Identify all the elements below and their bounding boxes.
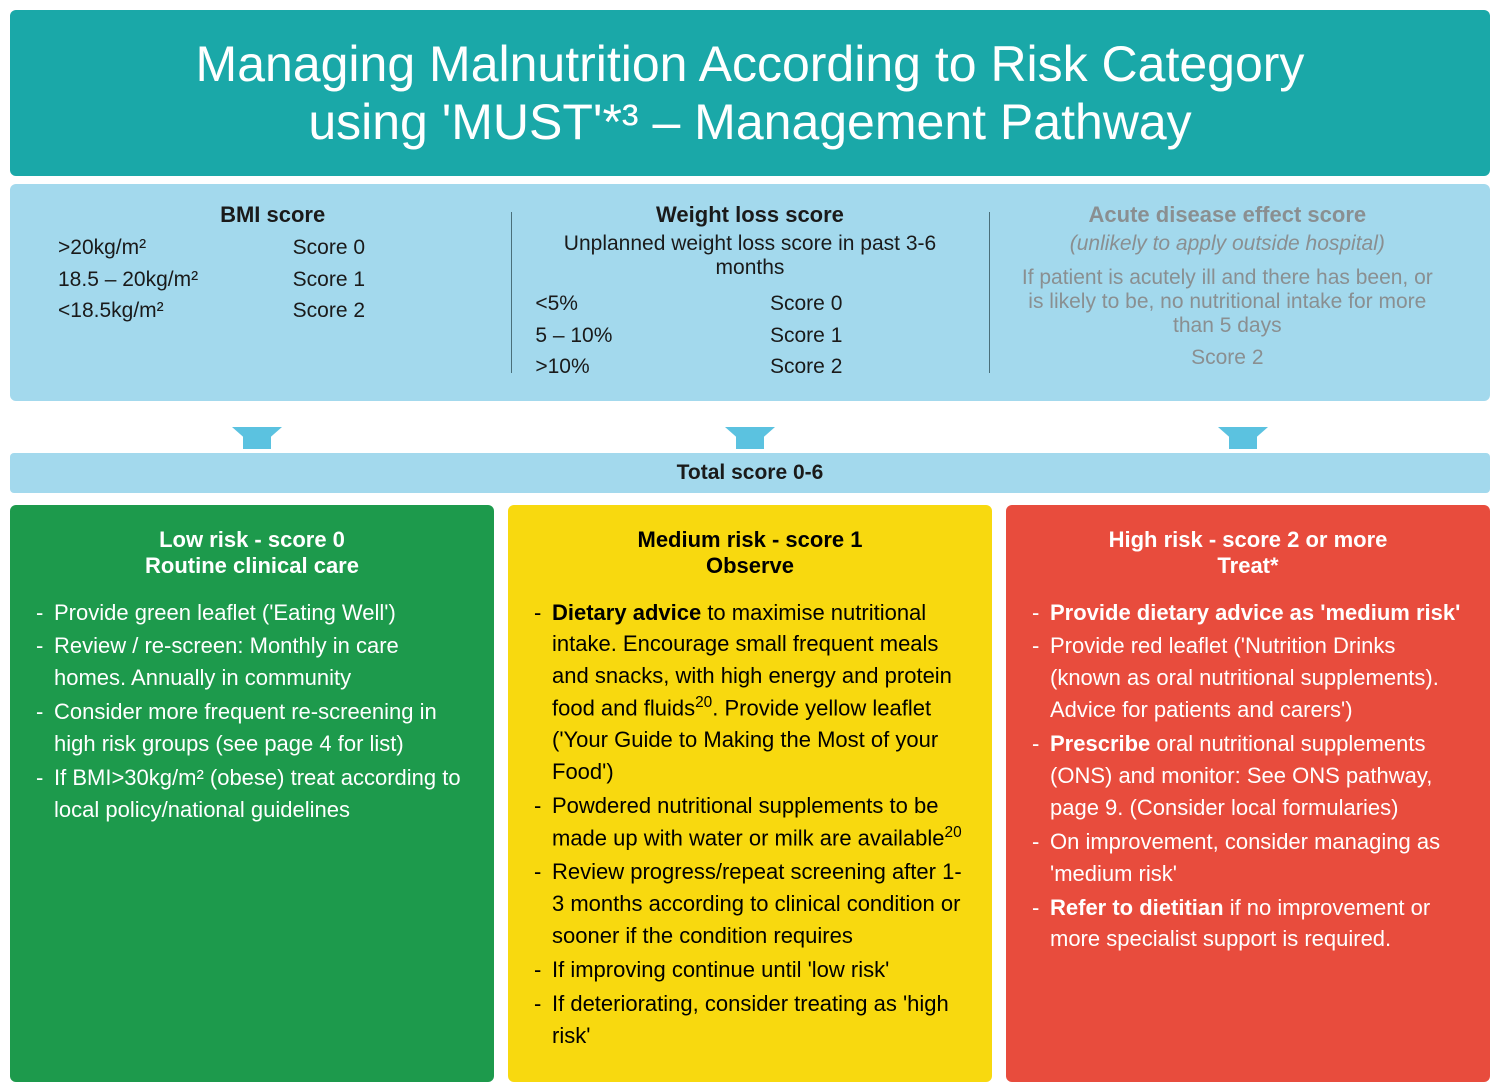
bmi-score-panel: BMI score >20kg/m² 18.5 – 20kg/m² <18.5k… bbox=[34, 202, 511, 383]
bmi-row-right: Score 2 bbox=[293, 295, 488, 327]
risk-list-item: Consider more frequent re-screening in h… bbox=[36, 696, 468, 760]
risk-list-item: If deteriorating, consider treating as '… bbox=[534, 988, 966, 1052]
risk-list-item: If improving continue until 'low risk' bbox=[534, 954, 966, 986]
bmi-row-right: Score 0 bbox=[293, 232, 488, 264]
bmi-row-left: 18.5 – 20kg/m² bbox=[58, 264, 253, 296]
down-arrow-icon bbox=[232, 427, 282, 449]
risk-list-item: Provide dietary advice as 'medium risk' bbox=[1032, 597, 1464, 629]
arrow-row bbox=[10, 401, 1490, 453]
bmi-row-left: >20kg/m² bbox=[58, 232, 253, 264]
risk-list-item: Provide green leaflet ('Eating Well') bbox=[36, 597, 468, 629]
risk-list-item: On improvement, consider managing as 'me… bbox=[1032, 826, 1464, 890]
bmi-title: BMI score bbox=[58, 202, 487, 228]
acute-score-line: Score 2 bbox=[1013, 346, 1442, 370]
low-risk-head2: Routine clinical care bbox=[36, 553, 468, 579]
risk-list-item: Prescribe oral nutritional supplements (… bbox=[1032, 728, 1464, 824]
score-panels-row: BMI score >20kg/m² 18.5 – 20kg/m² <18.5k… bbox=[10, 184, 1490, 401]
medium-risk-list: Dietary advice to maximise nutritional i… bbox=[534, 597, 966, 1052]
wl-row-right: Score 2 bbox=[770, 351, 965, 383]
med-risk-head1: Medium risk - score 1 bbox=[534, 527, 966, 553]
medium-risk-box: Medium risk - score 1 Observe Dietary ad… bbox=[508, 505, 992, 1082]
acute-subtitle: (unlikely to apply outside hospital) bbox=[1013, 232, 1442, 256]
high-risk-head1: High risk - score 2 or more bbox=[1032, 527, 1464, 553]
risk-list-item: Review / re-screen: Monthly in care home… bbox=[36, 630, 468, 694]
risk-list-item: Powdered nutritional supplements to be m… bbox=[534, 790, 966, 854]
high-risk-list: Provide dietary advice as 'medium risk'P… bbox=[1032, 597, 1464, 956]
down-arrow-icon bbox=[725, 427, 775, 449]
wl-row-left: 5 – 10% bbox=[535, 320, 730, 352]
wl-row-right: Score 0 bbox=[770, 288, 965, 320]
wl-row-left: <5% bbox=[535, 288, 730, 320]
acute-body: If patient is acutely ill and there has … bbox=[1013, 266, 1442, 338]
acute-score-panel: Acute disease effect score (unlikely to … bbox=[989, 202, 1466, 383]
down-arrow-icon bbox=[1218, 427, 1268, 449]
weightloss-subtitle: Unplanned weight loss score in past 3-6 … bbox=[535, 232, 964, 280]
total-score-bar: Total score 0-6 bbox=[10, 453, 1490, 493]
risk-list-item: If BMI>30kg/m² (obese) treat according t… bbox=[36, 762, 468, 826]
bmi-table: >20kg/m² 18.5 – 20kg/m² <18.5kg/m² Score… bbox=[58, 232, 487, 327]
low-risk-list: Provide green leaflet ('Eating Well')Rev… bbox=[36, 597, 468, 826]
acute-title: Acute disease effect score bbox=[1013, 202, 1442, 228]
weightloss-score-panel: Weight loss score Unplanned weight loss … bbox=[511, 202, 988, 383]
risk-list-item: Refer to dietitian if no improvement or … bbox=[1032, 892, 1464, 956]
med-risk-head2: Observe bbox=[534, 553, 966, 579]
risk-list-item: Provide red leaflet ('Nutrition Drinks (… bbox=[1032, 630, 1464, 726]
bmi-row-left: <18.5kg/m² bbox=[58, 295, 253, 327]
risk-list-item: Dietary advice to maximise nutritional i… bbox=[534, 597, 966, 789]
high-risk-box: High risk - score 2 or more Treat* Provi… bbox=[1006, 505, 1490, 1082]
risk-row: Low risk - score 0 Routine clinical care… bbox=[10, 505, 1490, 1082]
low-risk-head1: Low risk - score 0 bbox=[36, 527, 468, 553]
weightloss-table: <5% 5 – 10% >10% Score 0 Score 1 Score 2 bbox=[535, 288, 964, 383]
title-line-2: using 'MUST'*³ – Management Pathway bbox=[50, 93, 1450, 151]
high-risk-head2: Treat* bbox=[1032, 553, 1464, 579]
title-line-1: Managing Malnutrition According to Risk … bbox=[50, 35, 1450, 93]
low-risk-box: Low risk - score 0 Routine clinical care… bbox=[10, 505, 494, 1082]
bmi-row-right: Score 1 bbox=[293, 264, 488, 296]
weightloss-title: Weight loss score bbox=[535, 202, 964, 228]
risk-list-item: Review progress/repeat screening after 1… bbox=[534, 856, 966, 952]
wl-row-right: Score 1 bbox=[770, 320, 965, 352]
wl-row-left: >10% bbox=[535, 351, 730, 383]
title-header: Managing Malnutrition According to Risk … bbox=[10, 10, 1490, 176]
